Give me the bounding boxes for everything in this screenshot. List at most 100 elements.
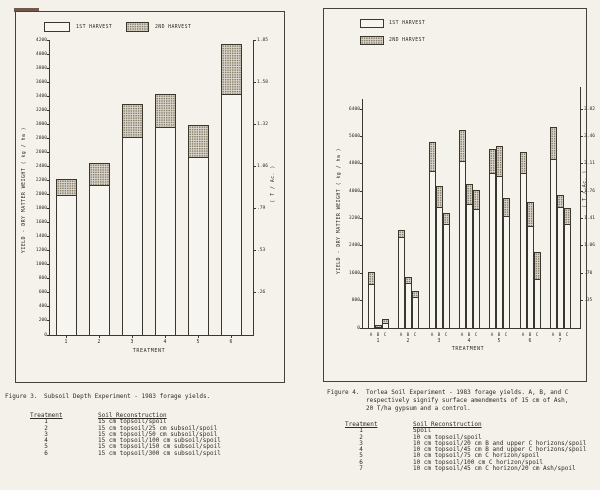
fig4-bar-group2-A-1st-harvest-segment bbox=[399, 238, 404, 328]
table-row: 3 15 cm topsoil/50 cm subsoil/spoil bbox=[5, 431, 221, 438]
y-axis-tick-label: 1600 bbox=[348, 270, 360, 276]
y-axis-tick bbox=[360, 190, 363, 192]
y-axis-tick-label: 4200 bbox=[35, 37, 47, 43]
fig3-bar-treatment-6 bbox=[220, 43, 242, 336]
fig4-bar-group5-C-2nd-harvest-segment bbox=[503, 198, 509, 217]
group-label-1: 1 bbox=[376, 339, 380, 344]
fig4-bar-group1-C bbox=[381, 319, 389, 328]
table-header-row: Treatment Soil Reconstruction bbox=[327, 421, 586, 428]
y-axis-tick bbox=[47, 292, 50, 294]
amendment-label-C: C bbox=[504, 332, 508, 337]
y-axis-tick-label: 3200 bbox=[348, 216, 360, 221]
y-axis-tick-label: 200 bbox=[38, 318, 47, 324]
treatment-number: 5 bbox=[44, 443, 48, 451]
y-axis-tick-label: 1800 bbox=[35, 206, 47, 212]
y2-axis-tick-label: 1.85 bbox=[257, 37, 269, 43]
treatment-column-header: Treatment bbox=[30, 412, 63, 419]
fig3-bar-treatment-2-1st-harvest-segment bbox=[90, 186, 109, 335]
amendment-label-A: A bbox=[460, 332, 464, 337]
fig4-bar-group3-B-1st-harvest-segment bbox=[437, 208, 442, 328]
y-axis-tick bbox=[47, 67, 50, 69]
fig4-bar-group7-B-2nd-harvest-segment bbox=[557, 195, 563, 209]
amendment-label-A: A bbox=[369, 332, 373, 337]
y-axis-tick bbox=[47, 306, 50, 308]
amendment-label-B: B bbox=[437, 332, 441, 337]
fig4-bar-group1-C-2nd-harvest-segment bbox=[382, 320, 388, 325]
table-row: 2 15 cm topsoil/25 cm subsoil/spoil bbox=[5, 424, 221, 432]
fig4-bar-group6-C-2nd-harvest-segment bbox=[534, 253, 540, 280]
y-axis-tick-label: 1000 bbox=[35, 262, 47, 268]
fig3-bar-treatment-6-2nd-harvest-segment bbox=[221, 44, 241, 95]
soil-reconstruction-value: 10 cm topsoil/45 cm C horizon/20 cm Ash/… bbox=[413, 465, 576, 473]
figure3-treatment-table: Treatment Soil Reconstruction 1 15 cm tops… bbox=[5, 412, 221, 457]
x-axis-tick-label: 2 bbox=[97, 340, 101, 345]
y-axis-tick bbox=[47, 95, 50, 97]
figure4-caption-line3: 20 T/ha gypsum and a control. bbox=[366, 404, 471, 412]
fig4-bar-group2-C bbox=[411, 290, 419, 328]
y-axis-tick-label: 3200 bbox=[35, 107, 47, 113]
table-row: 4 10 cm topsoil/45 cm B and upper C horiz… bbox=[327, 446, 587, 454]
y2-axis-tick-label: 1.76 bbox=[584, 188, 596, 194]
fig4-bar-group3-B-2nd-harvest-segment bbox=[436, 187, 442, 209]
amendment-label-B: B bbox=[558, 332, 562, 337]
fig4-bar-group1-B-2nd-harvest-segment bbox=[375, 325, 381, 329]
figure3-chart-panel: 1ST HARVEST 2ND HARVEST YIELD - DRY MATT… bbox=[15, 11, 285, 383]
soil-reconstruction-value: 15 cm topsoil/spoil bbox=[98, 418, 167, 426]
y-axis-tick-label: 4800 bbox=[348, 161, 360, 167]
y2-axis-tick bbox=[580, 108, 583, 110]
figure4-table-rows: 1 Spoil 2 10 cm topsoil/spoil 3 10 cm topsoil… bbox=[327, 427, 587, 473]
table-header-row: Treatment Soil Reconstruction bbox=[5, 412, 221, 419]
fig4-bar-group7-C bbox=[563, 208, 571, 328]
fig4-bar-group1-A-1st-harvest-segment bbox=[369, 285, 374, 328]
second-harvest-legend-swatch bbox=[126, 22, 149, 32]
amendment-label-A: A bbox=[551, 332, 555, 337]
fig4-bar-group5-B-2nd-harvest-segment bbox=[496, 146, 502, 177]
group-label-6: 6 bbox=[528, 339, 532, 344]
y-axis-tick bbox=[47, 334, 50, 336]
amendment-label-C: C bbox=[535, 332, 539, 337]
fig4-bar-group2-B-1st-harvest-segment bbox=[406, 284, 411, 328]
y2-axis-tick bbox=[580, 272, 583, 274]
x-axis-tick-label: 6 bbox=[229, 340, 233, 345]
amendment-label-C: C bbox=[565, 332, 569, 337]
y-axis-tick bbox=[47, 278, 50, 280]
soil-reconstruction-value: 10 cm topsoil/20 cm B and upper C horizo… bbox=[413, 439, 587, 447]
y-axis-tick bbox=[47, 194, 50, 196]
y2-axis-tick bbox=[253, 81, 256, 83]
y2-axis-tick-label: .35 bbox=[584, 298, 593, 304]
group-label-4: 4 bbox=[467, 339, 471, 344]
y-axis-tick bbox=[47, 165, 50, 167]
y2-axis-tick-label: 1.58 bbox=[257, 79, 269, 85]
group-label-3: 3 bbox=[437, 339, 441, 344]
fig4-bar-group3-C-2nd-harvest-segment bbox=[443, 214, 449, 225]
y-axis-tick bbox=[360, 135, 363, 137]
fig4-bar-group1-A bbox=[367, 271, 375, 328]
fig4-bar-group4-B-1st-harvest-segment bbox=[467, 205, 472, 328]
x-axis-tick bbox=[132, 335, 133, 338]
soil-reconstruction-column-header: Soil Reconstruction bbox=[98, 412, 167, 419]
first-harvest-legend-swatch bbox=[44, 22, 70, 32]
fig3-bar-treatment-2-2nd-harvest-segment bbox=[89, 163, 109, 186]
y-axis-tick bbox=[360, 245, 363, 247]
y-axis-tick-label: 3600 bbox=[35, 79, 47, 85]
fig4-bar-group6-B bbox=[526, 202, 534, 328]
fig4-bar-group4-B bbox=[465, 184, 473, 328]
y-axis-tick-label: 0 bbox=[44, 332, 47, 338]
y-axis-tick-label: 400 bbox=[38, 304, 47, 310]
soil-reconstruction-value: 10 cm topsoil/45 cm B and upper C horizo… bbox=[413, 446, 587, 454]
fig4-bar-group6-B-1st-harvest-segment bbox=[528, 227, 533, 328]
fig4-bar-group7-C-1st-harvest-segment bbox=[565, 225, 570, 328]
y-axis-tick-label: 1200 bbox=[35, 248, 47, 254]
soil-reconstruction-value: 15 cm topsoil/300 cm subsoil/spoil bbox=[98, 449, 221, 457]
fig4-bar-group7-A bbox=[549, 127, 557, 328]
fig3-bar-treatment-3-2nd-harvest-segment bbox=[122, 104, 142, 139]
y-axis-tick bbox=[360, 300, 363, 302]
fig3-bar-treatment-3-1st-harvest-segment bbox=[123, 138, 142, 335]
treatment-number: 2 bbox=[44, 424, 48, 432]
y2-axis-tick-label: 2.46 bbox=[584, 133, 596, 139]
fig3-bar-treatment-6-1st-harvest-segment bbox=[222, 95, 241, 336]
y-axis-tick-label: 5600 bbox=[348, 133, 360, 139]
fig4-bar-group4-C-2nd-harvest-segment bbox=[473, 191, 479, 211]
group-label-2: 2 bbox=[406, 339, 410, 344]
